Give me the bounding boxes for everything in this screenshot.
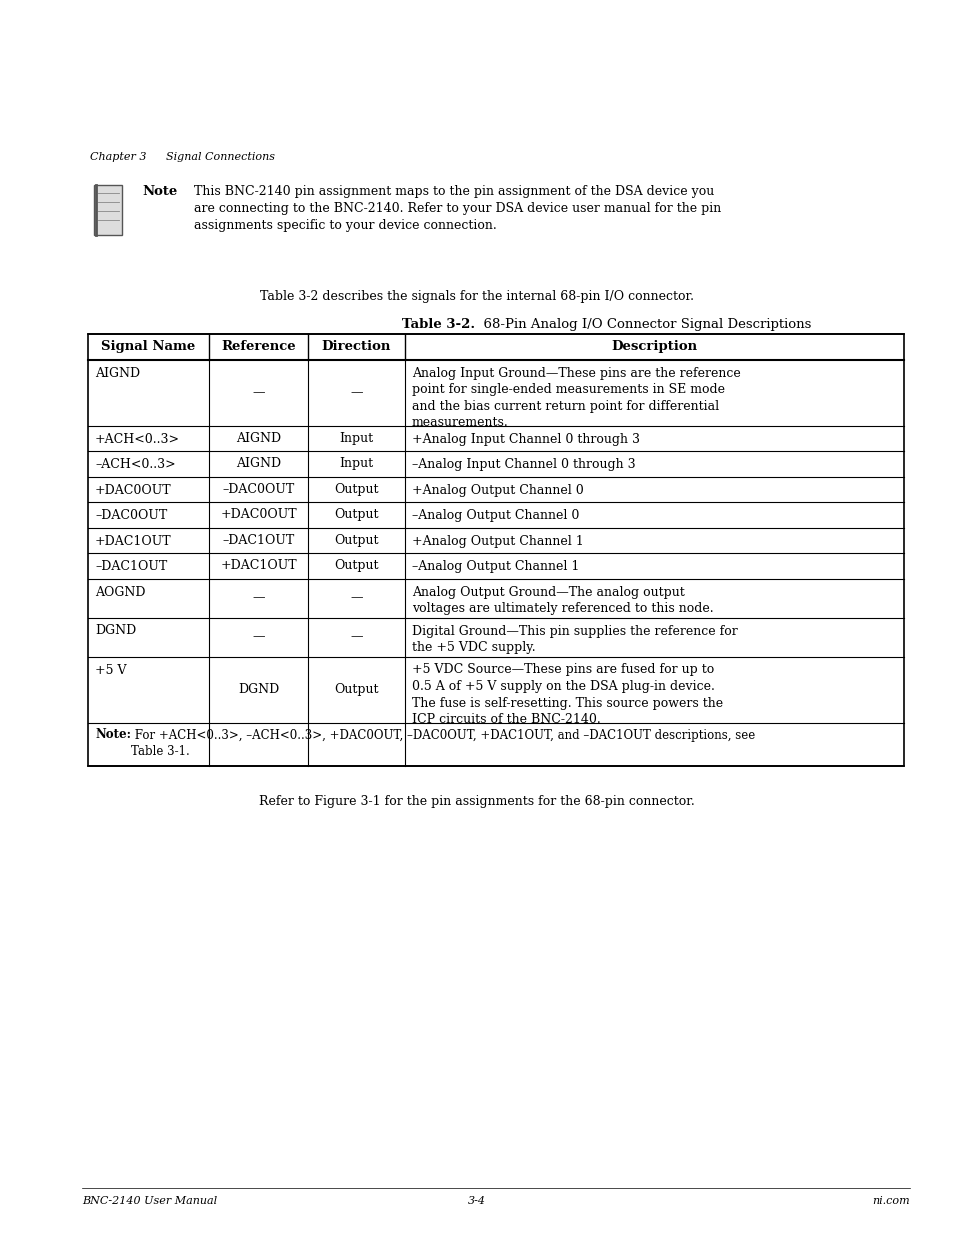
Text: +Analog Output Channel 0: +Analog Output Channel 0	[411, 483, 582, 496]
Text: AIGND: AIGND	[235, 432, 281, 445]
Text: Analog Output Ground—The analog output
voltages are ultimately referenced to thi: Analog Output Ground—The analog output v…	[411, 585, 713, 615]
Text: BNC-2140 User Manual: BNC-2140 User Manual	[82, 1195, 217, 1207]
Text: AIGND: AIGND	[95, 367, 140, 379]
Text: Digital Ground—This pin supplies the reference for
the +5 VDC supply.: Digital Ground—This pin supplies the ref…	[411, 625, 737, 655]
Text: For +ACH<0..3>, –ACH<0..3>, +DAC0OUT, –DAC0OUT, +DAC1OUT, and –DAC1OUT descripti: For +ACH<0..3>, –ACH<0..3>, +DAC0OUT, –D…	[131, 729, 755, 758]
Text: Refer to Figure 3-1 for the pin assignments for the 68-pin connector.: Refer to Figure 3-1 for the pin assignme…	[259, 795, 694, 809]
Text: Signal Connections: Signal Connections	[152, 152, 274, 162]
Text: AOGND: AOGND	[95, 585, 146, 599]
Text: –Analog Input Channel 0 through 3: –Analog Input Channel 0 through 3	[411, 458, 635, 471]
Text: Input: Input	[339, 457, 374, 471]
Text: Signal Name: Signal Name	[101, 341, 195, 353]
Text: Analog Input Ground—These pins are the reference
point for single-ended measurem: Analog Input Ground—These pins are the r…	[411, 367, 740, 429]
Text: –DAC0OUT: –DAC0OUT	[222, 483, 294, 495]
Bar	[88, 333, 903, 766]
Text: Direction: Direction	[321, 341, 391, 353]
Text: +Analog Output Channel 1: +Analog Output Channel 1	[411, 535, 582, 547]
Text: Table 3-2.: Table 3-2.	[401, 317, 475, 331]
Text: —: —	[350, 592, 362, 604]
Text: +DAC0OUT: +DAC0OUT	[220, 509, 296, 521]
Text: Output: Output	[334, 509, 378, 521]
Text: —: —	[350, 631, 362, 643]
Text: –DAC0OUT: –DAC0OUT	[95, 509, 167, 522]
Text: —: —	[252, 387, 265, 399]
Text: Output: Output	[334, 483, 378, 495]
Text: Description: Description	[611, 341, 697, 353]
Text: +DAC1OUT: +DAC1OUT	[95, 535, 172, 547]
Text: —: —	[350, 387, 362, 399]
Text: +DAC0OUT: +DAC0OUT	[95, 483, 172, 496]
Text: DGND: DGND	[237, 683, 279, 697]
Text: Reference: Reference	[221, 341, 295, 353]
Text: —: —	[252, 631, 265, 643]
Text: +Analog Input Channel 0 through 3: +Analog Input Channel 0 through 3	[411, 432, 639, 446]
Text: Note: Note	[142, 185, 177, 198]
Text: –DAC1OUT: –DAC1OUT	[95, 559, 167, 573]
FancyBboxPatch shape	[94, 185, 122, 235]
Text: +DAC1OUT: +DAC1OUT	[220, 559, 296, 572]
Text: –Analog Output Channel 0: –Analog Output Channel 0	[411, 509, 578, 522]
Text: Output: Output	[334, 559, 378, 572]
Text: –Analog Output Channel 1: –Analog Output Channel 1	[411, 559, 578, 573]
Text: ni.com: ni.com	[871, 1195, 909, 1207]
Text: 68-Pin Analog I/O Connector Signal Descriptions: 68-Pin Analog I/O Connector Signal Descr…	[475, 317, 810, 331]
Text: This BNC-2140 pin assignment maps to the pin assignment of the DSA device you
ar: This BNC-2140 pin assignment maps to the…	[193, 185, 720, 232]
Text: AIGND: AIGND	[235, 457, 281, 471]
Text: Table 3-2 describes the signals for the internal 68-pin I/O connector.: Table 3-2 describes the signals for the …	[260, 290, 693, 303]
Text: +ACH<0..3>: +ACH<0..3>	[95, 432, 180, 446]
Text: –ACH<0..3>: –ACH<0..3>	[95, 458, 175, 471]
Text: —: —	[252, 592, 265, 604]
Text: Note:: Note:	[95, 729, 131, 741]
Text: DGND: DGND	[95, 625, 136, 637]
Text: Output: Output	[334, 683, 378, 697]
Text: Chapter 3: Chapter 3	[90, 152, 147, 162]
Text: Output: Output	[334, 534, 378, 547]
Text: +5 VDC Source—These pins are fused for up to
0.5 A of +5 V supply on the DSA plu: +5 VDC Source—These pins are fused for u…	[411, 663, 722, 726]
Text: –DAC1OUT: –DAC1OUT	[222, 534, 294, 547]
Text: 3-4: 3-4	[468, 1195, 485, 1207]
Text: +5 V: +5 V	[95, 663, 127, 677]
Text: Input: Input	[339, 432, 374, 445]
